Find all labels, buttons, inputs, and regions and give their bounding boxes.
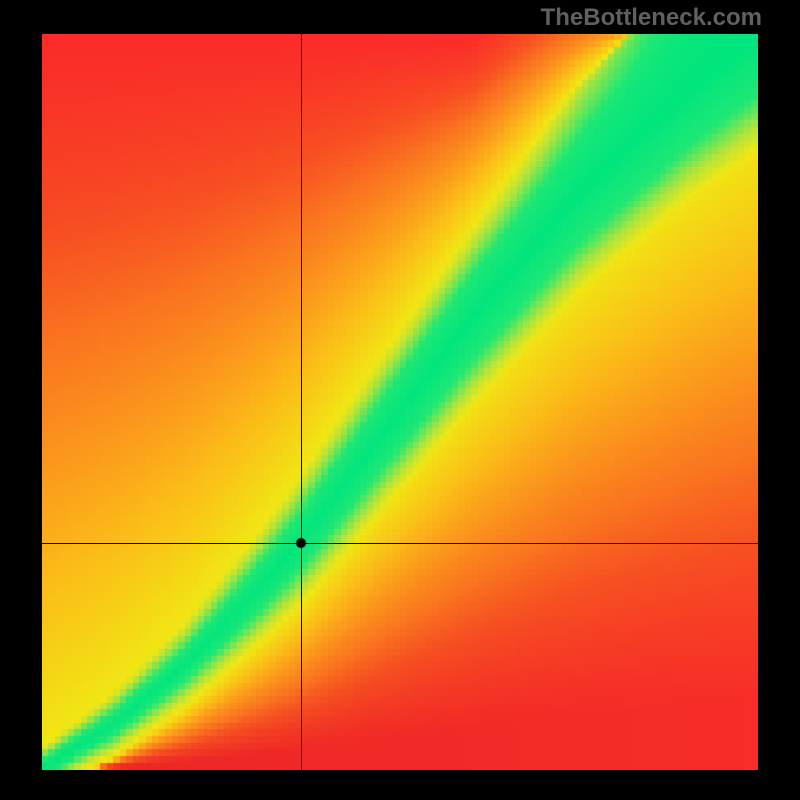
watermark-text: TheBottleneck.com [541,4,762,32]
crosshair-marker-dot [296,538,306,548]
heatmap-chart [42,34,758,770]
crosshair-horizontal [42,543,758,544]
heatmap-canvas [42,34,758,770]
crosshair-vertical [301,34,302,770]
